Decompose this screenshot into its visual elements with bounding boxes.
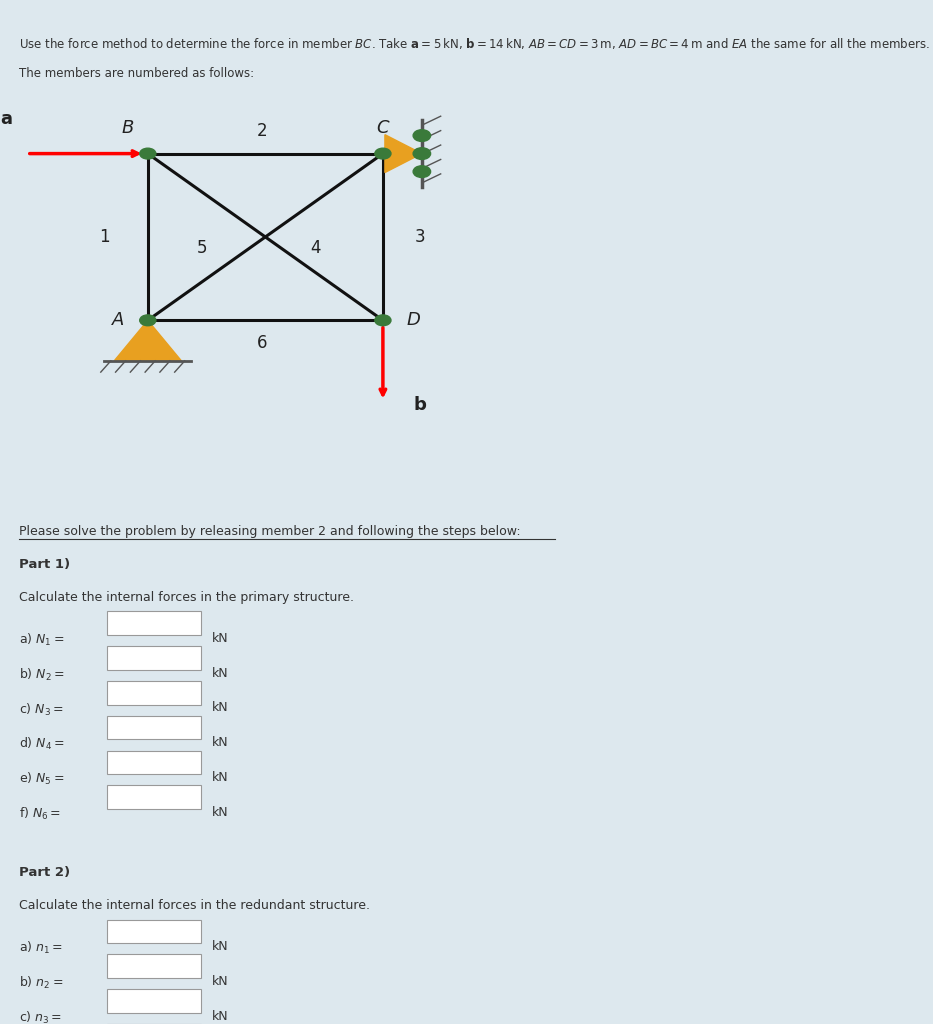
Text: Part 1): Part 1) — [19, 558, 70, 571]
Text: e) $N_5 =$: e) $N_5 =$ — [19, 771, 64, 787]
Circle shape — [413, 130, 431, 141]
Text: 2: 2 — [257, 122, 267, 140]
Text: b) $n_2 =$: b) $n_2 =$ — [19, 975, 63, 991]
Text: f) $N_6 =$: f) $N_6 =$ — [19, 806, 61, 822]
Text: The members are numbered as follows:: The members are numbered as follows: — [19, 67, 254, 80]
Circle shape — [375, 148, 391, 159]
Text: kN: kN — [212, 632, 229, 645]
Text: c) $N_3 =$: c) $N_3 =$ — [19, 701, 63, 718]
FancyBboxPatch shape — [107, 954, 201, 978]
Text: kN: kN — [212, 940, 229, 953]
Text: Part 2): Part 2) — [19, 866, 70, 880]
FancyBboxPatch shape — [107, 920, 201, 943]
Polygon shape — [114, 321, 181, 360]
Text: b) $N_2 =$: b) $N_2 =$ — [19, 667, 64, 683]
Text: kN: kN — [212, 667, 229, 680]
Text: 4: 4 — [311, 240, 321, 257]
FancyBboxPatch shape — [107, 716, 201, 739]
FancyBboxPatch shape — [107, 681, 201, 705]
Circle shape — [413, 147, 431, 160]
Text: kN: kN — [212, 1010, 229, 1023]
Text: 1: 1 — [99, 228, 109, 246]
Text: Please solve the problem by releasing member 2 and following the steps below:: Please solve the problem by releasing me… — [19, 525, 521, 539]
Text: kN: kN — [212, 806, 229, 819]
Text: $B$: $B$ — [121, 120, 134, 137]
Text: $A$: $A$ — [110, 311, 125, 329]
Text: d) $N_4 =$: d) $N_4 =$ — [19, 736, 64, 753]
FancyBboxPatch shape — [107, 646, 201, 670]
Text: kN: kN — [212, 736, 229, 750]
Text: kN: kN — [212, 771, 229, 784]
Text: $\mathbf{b}$: $\mathbf{b}$ — [412, 396, 427, 415]
Text: $D$: $D$ — [406, 311, 421, 329]
Circle shape — [413, 166, 431, 177]
Text: kN: kN — [212, 701, 229, 715]
FancyBboxPatch shape — [107, 785, 201, 809]
FancyBboxPatch shape — [107, 989, 201, 1013]
Text: a) $N_1 =$: a) $N_1 =$ — [19, 632, 64, 648]
FancyBboxPatch shape — [107, 611, 201, 635]
Text: Use the force method to determine the force in member $BC$. Take $\mathbf{a}=5\,: Use the force method to determine the fo… — [19, 36, 929, 51]
Text: kN: kN — [212, 975, 229, 988]
Circle shape — [375, 315, 391, 326]
Circle shape — [140, 315, 156, 326]
Text: 3: 3 — [414, 228, 425, 246]
Text: Calculate the internal forces in the primary structure.: Calculate the internal forces in the pri… — [19, 591, 354, 604]
Polygon shape — [385, 135, 422, 172]
Text: $\mathbf{a}$: $\mathbf{a}$ — [0, 111, 13, 128]
Text: Calculate the internal forces in the redundant structure.: Calculate the internal forces in the red… — [19, 899, 369, 912]
Text: a) $n_1 =$: a) $n_1 =$ — [19, 940, 63, 956]
Text: 6: 6 — [257, 334, 267, 352]
Text: 5: 5 — [196, 240, 207, 257]
Circle shape — [140, 148, 156, 159]
Text: $C$: $C$ — [376, 120, 390, 137]
FancyBboxPatch shape — [107, 751, 201, 774]
Text: c) $n_3 =$: c) $n_3 =$ — [19, 1010, 62, 1024]
